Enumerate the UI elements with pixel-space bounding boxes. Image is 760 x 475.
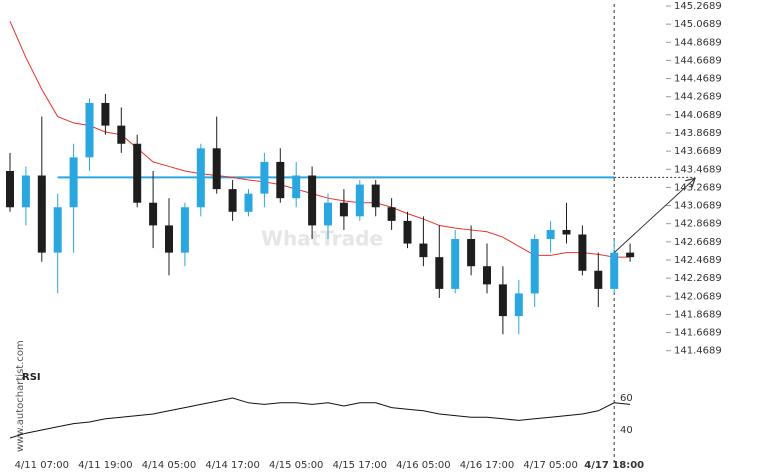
candle-body xyxy=(212,148,221,190)
candle-body xyxy=(451,239,460,289)
candle-body xyxy=(546,229,555,240)
x-tick-label: 4/15 17:00 xyxy=(333,460,387,471)
candle-body xyxy=(594,270,603,289)
y-tick-label: 141.6689 xyxy=(674,328,722,339)
candle-body xyxy=(228,189,237,212)
candle-body xyxy=(21,175,30,208)
y-tick-label: 143.8689 xyxy=(674,128,722,139)
candle-body xyxy=(292,175,301,199)
y-tick-label: 142.0689 xyxy=(674,291,722,302)
x-tick-label: 4/17 18:00 xyxy=(584,460,644,471)
x-tick-label: 4/15 05:00 xyxy=(269,460,323,471)
y-tick-label: 145.0689 xyxy=(674,19,722,30)
y-tick-label: 144.0689 xyxy=(674,110,722,121)
candle-body xyxy=(324,202,332,226)
candle-body xyxy=(371,184,380,208)
candle-body xyxy=(165,225,173,253)
candle-body xyxy=(69,157,78,208)
x-tick-label: 4/14 17:00 xyxy=(205,460,259,471)
x-tick-label: 4/11 19:00 xyxy=(78,460,132,471)
candle-body xyxy=(403,220,412,244)
rsi-tick-label: 40 xyxy=(620,425,633,436)
y-tick-label: 142.8689 xyxy=(674,219,722,230)
y-tick-label: 143.0689 xyxy=(674,201,722,212)
candle-body xyxy=(610,252,619,289)
candle-body xyxy=(244,193,253,212)
y-tick-label: 142.4689 xyxy=(674,255,722,266)
x-tick-label: 4/14 05:00 xyxy=(142,460,196,471)
x-tick-label: 4/16 17:00 xyxy=(460,460,514,471)
y-tick-label: 141.4689 xyxy=(674,346,722,357)
candle-body xyxy=(37,175,46,253)
candle-body xyxy=(308,175,317,226)
candle-body xyxy=(276,161,285,199)
candle-body xyxy=(498,284,507,317)
candle-body xyxy=(514,293,523,317)
y-tick-label: 143.2689 xyxy=(674,182,722,193)
y-tick-label: 143.6689 xyxy=(674,146,722,157)
candle-body xyxy=(133,143,142,203)
y-tick-label: 142.2689 xyxy=(674,273,722,284)
candle-body xyxy=(467,239,476,267)
y-tick-label: 145.2689 xyxy=(674,1,722,12)
candle-body xyxy=(355,184,364,217)
candle-body xyxy=(562,229,571,235)
y-tick-label: 142.6689 xyxy=(674,237,722,248)
candle-body xyxy=(101,102,110,126)
watermark: WhatTrade xyxy=(261,227,383,251)
moving-average xyxy=(9,21,631,258)
candle-body xyxy=(387,207,396,221)
candle-body xyxy=(435,257,444,289)
rsi-line xyxy=(9,397,631,439)
candle-body xyxy=(260,161,269,194)
candle-body xyxy=(53,207,62,253)
projection-arrow xyxy=(613,178,695,253)
y-tick-label: 141.8689 xyxy=(674,309,722,320)
x-tick-label: 4/11 07:00 xyxy=(15,460,69,471)
candle-body xyxy=(85,102,94,158)
y-tick-label: 143.4689 xyxy=(674,164,722,175)
candle-body xyxy=(339,202,348,217)
candle-body xyxy=(117,125,126,144)
candle-body xyxy=(483,266,491,285)
y-tick-label: 144.2689 xyxy=(674,92,722,103)
candle-body xyxy=(419,243,428,258)
rsi-label: RSI xyxy=(22,372,41,383)
y-tick-label: 144.6689 xyxy=(674,55,722,66)
y-tick-label: 144.4689 xyxy=(674,74,722,85)
candle-body xyxy=(530,239,539,294)
x-tick-label: 4/16 05:00 xyxy=(396,460,450,471)
source-label: www.autochartist.com xyxy=(15,340,26,452)
rsi-tick-label: 60 xyxy=(620,393,633,404)
candle-body xyxy=(149,202,158,226)
candle-body xyxy=(578,234,587,271)
candle-body xyxy=(6,170,14,208)
candle-body xyxy=(626,252,635,258)
x-tick-label: 4/17 05:00 xyxy=(523,460,577,471)
candle-body xyxy=(196,148,205,208)
y-tick-label: 144.8689 xyxy=(674,37,722,48)
candle-body xyxy=(180,207,189,253)
